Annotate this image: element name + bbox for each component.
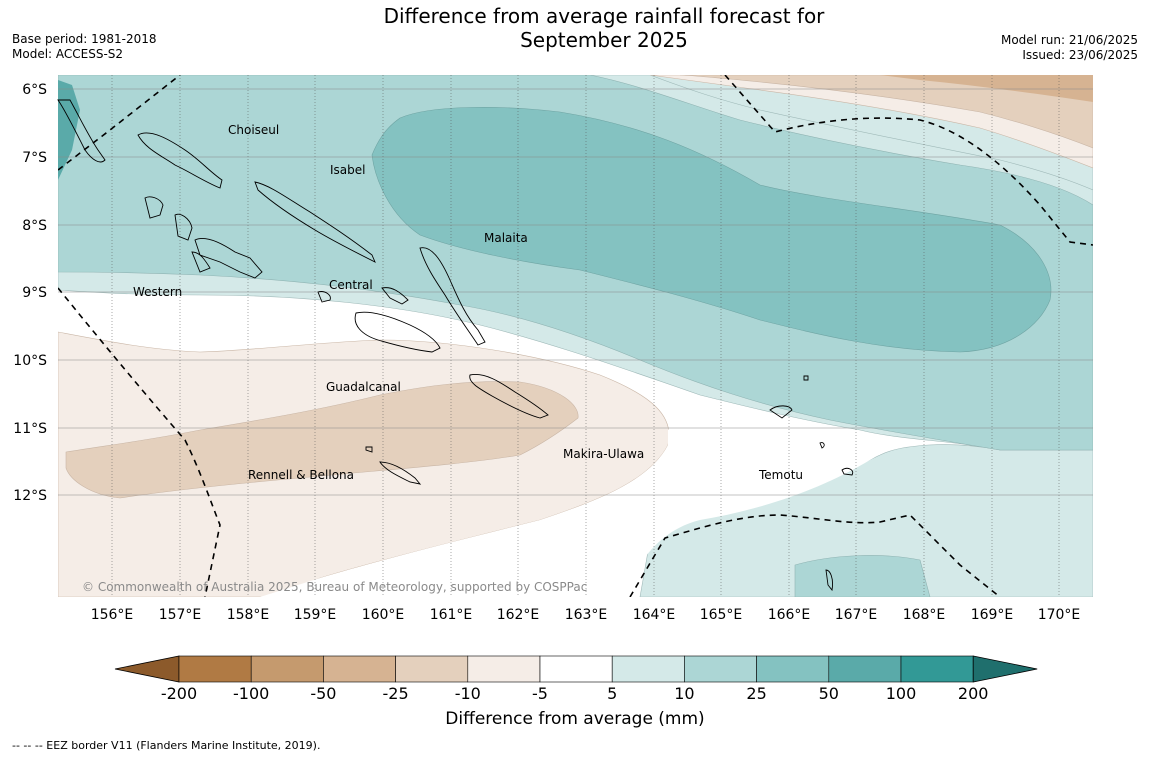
colorbar-segment	[900, 655, 974, 683]
place-malaita: Malaita	[484, 231, 528, 245]
longitude-labels: 156°E 157°E 158°E 159°E 160°E 161°E 162°…	[91, 607, 1081, 623]
lat-label: 6°S	[22, 82, 47, 98]
colorbar-extend-low	[114, 655, 180, 683]
eez-footnote: -- -- -- EEZ border V11 (Flanders Marine…	[12, 739, 321, 752]
lat-label: 8°S	[22, 218, 47, 234]
place-labels: Choiseul Isabel Malaita Western Central …	[133, 123, 803, 482]
colorbar-ticks: -200 -100 -50 -25 -10 -5 5 10 25 50 100 200	[161, 684, 989, 703]
colorbar: -200 -100 -50 -25 -10 -5 5 10 25 50 100 200	[114, 655, 1038, 703]
lon-label: 162°E	[497, 607, 540, 623]
lat-lines	[58, 88, 1093, 496]
island-western-group	[144, 196, 263, 279]
model-name: Model: ACCESS-S2	[12, 47, 124, 61]
island-guadalcanal	[354, 311, 441, 353]
grid-lines	[111, 75, 1060, 597]
colorbar-tick-label: -200	[161, 684, 197, 703]
copyright-notice: © Commonwealth of Australia 2025, Bureau…	[82, 580, 588, 594]
coastlines	[57, 99, 854, 592]
colorbar-label: Difference from average (mm)	[445, 709, 705, 729]
lon-label: 164°E	[633, 607, 676, 623]
latitude-labels: 6°S 7°S 8°S 9°S 10°S 11°S 12°S	[13, 82, 47, 504]
lat-label: 7°S	[22, 150, 47, 166]
lat-label: 11°S	[13, 421, 47, 437]
colorbar-tick-label: -25	[383, 684, 409, 703]
lon-label: 160°E	[362, 607, 405, 623]
colorbar-segment	[611, 655, 685, 683]
lon-label: 166°E	[768, 607, 811, 623]
island-isabel	[254, 181, 376, 263]
contour-fields	[58, 75, 1093, 597]
contour-neg-25-50	[880, 75, 1093, 102]
island-central	[317, 287, 409, 305]
colorbar-segment	[539, 655, 613, 683]
place-isabel: Isabel	[330, 163, 365, 177]
issued-date: Issued: 23/06/2025	[1022, 48, 1138, 62]
lon-label: 170°E	[1038, 607, 1081, 623]
lon-label: 156°E	[91, 607, 134, 623]
island-bougainville	[57, 99, 106, 163]
colorbar-tick-label: -50	[310, 684, 336, 703]
place-guadalcanal: Guadalcanal	[326, 380, 401, 394]
rainfall-map: Choiseul Isabel Malaita Western Central …	[13, 75, 1093, 623]
colorbar-tick-label: 5	[607, 684, 617, 703]
lon-label: 167°E	[835, 607, 878, 623]
meta-right: Model run: 21/06/2025 Issued: 23/06/2025	[1001, 33, 1138, 63]
eez-borders	[58, 75, 1093, 597]
map-title: Difference from average rainfall forecas…	[0, 4, 1150, 52]
place-rennell-bellona: Rennell & Bellona	[248, 468, 354, 482]
colorbar-extend-high	[972, 655, 1038, 683]
colorbar-segment	[828, 655, 902, 683]
lon-label: 159°E	[294, 607, 337, 623]
lat-label: 12°S	[13, 488, 47, 504]
lon-label: 157°E	[159, 607, 202, 623]
island-malaita	[419, 247, 486, 346]
lon-label: 161°E	[430, 607, 473, 623]
colorbar-tick-label: 25	[746, 684, 766, 703]
title-line-2: September 2025	[520, 28, 688, 52]
colorbar-segment	[467, 655, 541, 683]
model-run: Model run: 21/06/2025	[1000, 33, 1138, 47]
place-makira-ulawa: Makira-Ulawa	[563, 447, 644, 461]
colorbar-tick-label: -5	[532, 684, 548, 703]
lon-label: 163°E	[565, 607, 608, 623]
lon-label: 158°E	[227, 607, 270, 623]
island-rennell	[365, 446, 422, 485]
colorbar-tick-label: 10	[674, 684, 694, 703]
colorbar-segment	[178, 655, 252, 683]
place-temotu: Temotu	[758, 468, 803, 482]
colorbar-tick-label: 50	[819, 684, 839, 703]
lon-label: 165°E	[700, 607, 743, 623]
colorbar-segment	[323, 655, 396, 683]
lon-label: 168°E	[903, 607, 946, 623]
place-central: Central	[329, 278, 373, 292]
contour-50-100	[58, 80, 80, 180]
lat-label: 9°S	[22, 285, 47, 301]
meta-left: Base period: 1981-2018 Model: ACCESS-S2	[12, 32, 157, 62]
white-gap	[260, 400, 880, 597]
title-line-1: Difference from average rainfall forecas…	[383, 4, 825, 28]
contour-25-50	[371, 107, 1052, 353]
colorbar-tick-label: -10	[455, 684, 481, 703]
island-temotu	[769, 375, 854, 592]
colorbar-tick-label: 200	[958, 684, 989, 703]
colorbar-tick-label: -100	[233, 684, 269, 703]
colorbar-segments	[114, 655, 1038, 683]
island-choiseul	[137, 132, 223, 189]
colorbar-segment	[395, 655, 469, 683]
colorbar-segment	[250, 655, 324, 683]
base-period: Base period: 1981-2018	[12, 32, 157, 46]
colorbar-segment	[684, 655, 757, 683]
colorbar-segment	[756, 655, 830, 683]
island-makira	[469, 374, 549, 419]
lon-label: 169°E	[971, 607, 1014, 623]
colorbar-tick-label: 100	[886, 684, 917, 703]
contour-neg-10-25-south	[65, 381, 579, 499]
place-choiseul: Choiseul	[228, 123, 279, 137]
lat-label: 10°S	[13, 353, 47, 369]
place-western: Western	[133, 285, 182, 299]
